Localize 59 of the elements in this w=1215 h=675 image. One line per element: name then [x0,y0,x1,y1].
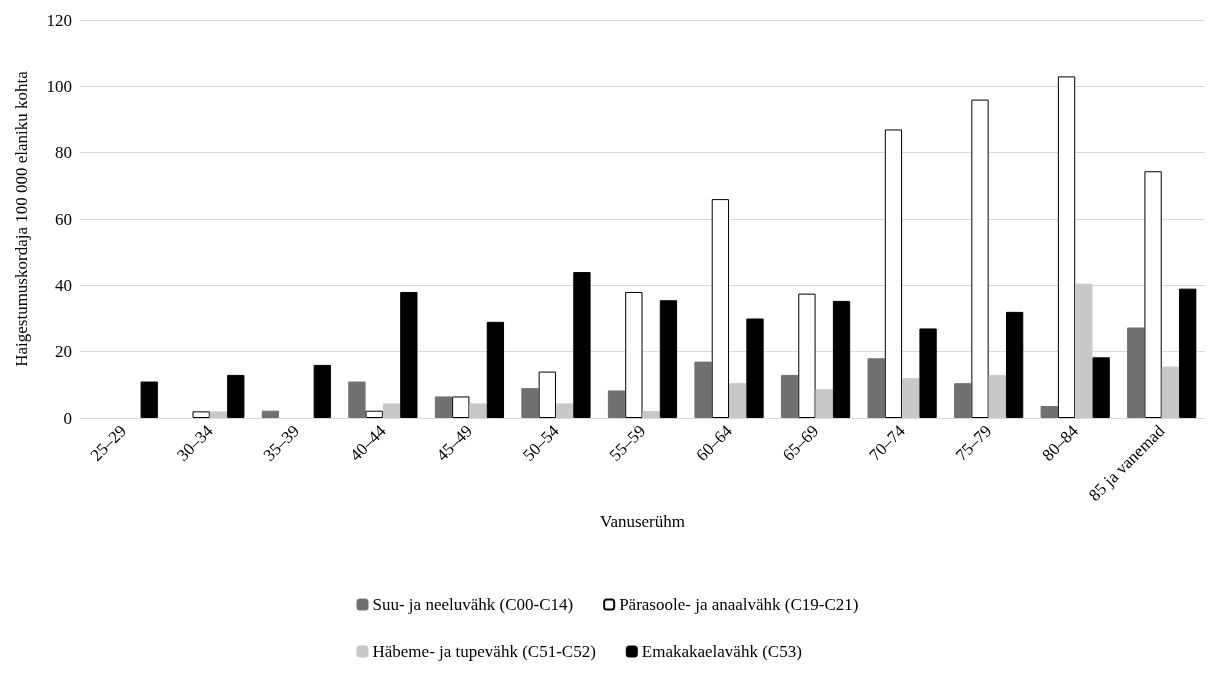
bar [573,272,591,418]
bar [1040,406,1058,418]
bar [261,410,280,418]
bar [1127,327,1145,418]
bar [313,364,331,418]
legend-label: Pärasoole- ja anaalvähk (C19-C21) [619,595,859,614]
bar [1092,357,1110,418]
bar [902,378,920,418]
legend-label: Emakakaelavähk (C53) [641,642,802,661]
bar [452,396,470,418]
y-tick-label: 40 [55,275,72,295]
bar [954,383,972,418]
bar [209,411,228,418]
bar [486,321,505,418]
bar [192,411,210,418]
bar [694,361,712,418]
bar [659,300,678,418]
bar [746,318,764,418]
y-tick-label: 20 [55,342,72,362]
bar [1179,288,1197,418]
bar [798,293,816,418]
bar [227,374,245,418]
y-axis-title: Haigestumuskordaja 100 000 elaniku kohta [12,70,31,367]
bar [711,199,730,418]
bar [365,410,383,418]
bar [1075,283,1093,418]
bar [832,300,851,418]
legend-label: Häbeme- ja tupevähk (C51-C52) [372,642,596,661]
bar [1144,171,1162,418]
legend-label: Suu- ja neeluvähk (C00-C14) [372,595,574,614]
bar [555,403,574,418]
bar [625,291,643,418]
bar [140,381,158,418]
bar [382,403,401,418]
y-tick-label: 60 [55,209,72,229]
y-tick-label: 0 [63,408,72,428]
bar [1005,311,1024,418]
bar [884,129,903,418]
bar [988,374,1006,418]
bar [780,374,799,418]
y-tick-label: 80 [55,143,72,163]
bar [434,396,453,418]
bar [521,388,539,418]
bar [971,99,989,418]
bar [1057,76,1076,418]
bar [642,411,660,418]
bar [469,403,487,418]
y-tick-label: 120 [46,10,72,30]
bar [815,389,833,418]
bar [348,381,366,418]
bar [538,371,556,418]
bar [729,383,747,418]
bar [867,358,885,418]
x-axis-title: Vanuserühm [600,512,685,531]
bar [400,291,418,418]
bar [607,390,626,418]
y-tick-label: 100 [46,76,72,96]
bar [1161,366,1180,418]
bar [919,328,937,418]
